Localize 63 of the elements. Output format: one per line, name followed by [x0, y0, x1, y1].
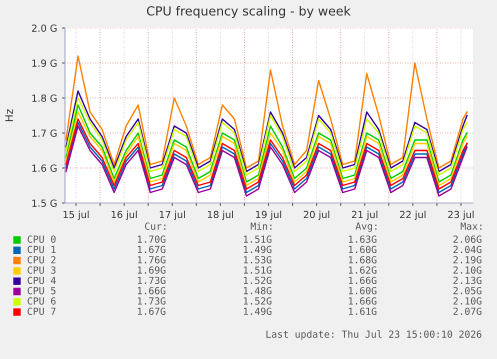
text: Min:: [250, 222, 272, 230]
x-tick-label: 17 jul: [160, 210, 185, 220]
text: 2.10G: [453, 297, 482, 305]
text: Avg:: [356, 222, 376, 232]
legend-label: CPU 3: [28, 266, 56, 274]
text: 2.06G: [453, 235, 482, 243]
text: 1.61G: [348, 308, 376, 315]
text: Max:: [460, 222, 482, 230]
text: 2.10G: [453, 266, 482, 274]
text: 1.66G: [348, 276, 376, 284]
text: 1.48G: [244, 286, 272, 294]
text: 1.60G: [348, 246, 376, 254]
text: 2.04G: [453, 246, 482, 254]
x-tick-label: 19 jul: [256, 210, 282, 220]
y-tick-label: 1.9 G: [32, 59, 57, 67]
x-tick-label: 16 jul: [112, 210, 137, 220]
legend-label: CPU 6: [28, 297, 56, 305]
text: 1.68G: [348, 256, 376, 264]
text: 1.73G: [138, 297, 166, 305]
text: 2.07G: [453, 308, 482, 315]
text: 1.70G: [138, 235, 166, 243]
y-tick-label: 1.8 G: [32, 94, 57, 102]
text: 2.05G: [453, 286, 482, 294]
x-tick-label: 22 jul: [400, 210, 426, 220]
legend-label: CPU 4: [28, 276, 56, 284]
text: Last update: Thu Jul 23 15:00:10 2026: [266, 330, 482, 340]
text: Cur:: [145, 222, 166, 230]
x-tick-label: 20 jul: [304, 210, 330, 220]
text: 1.51G: [244, 235, 272, 243]
y-axis-title: Hz: [5, 109, 13, 122]
x-tick-label: 21 jul: [352, 210, 378, 220]
text: 1.66G: [348, 297, 376, 305]
text: 1.69G: [138, 266, 166, 274]
text: 1.76G: [138, 256, 166, 264]
text: 1.51G: [244, 266, 272, 274]
x-tick-label: 15 jul: [64, 210, 89, 220]
x-tick-label: 18 jul: [208, 210, 233, 220]
text: 1.53G: [244, 256, 272, 264]
x-tick-label: 23 jul: [448, 210, 474, 220]
text: 1.67G: [138, 308, 166, 315]
text: 1.60G: [348, 286, 376, 294]
legend-label: CPU 5: [28, 286, 56, 294]
legend-label: CPU 0: [28, 235, 56, 243]
text: 2.13G: [453, 276, 482, 284]
text: 1.52G: [244, 297, 272, 305]
text: 1.63G: [348, 235, 376, 243]
text: 1.67G: [138, 246, 166, 254]
legend-label: CPU 2: [28, 256, 56, 264]
chart-title: CPU frequency scaling - by week: [146, 6, 351, 18]
text: 1.49G: [244, 308, 272, 315]
y-tick-label: 1.6 G: [32, 164, 57, 172]
text: 1.62G: [348, 266, 376, 274]
legend-label: CPU 1: [28, 246, 56, 254]
y-tick-label: 1.5 G: [32, 199, 57, 207]
text: 2.19G: [453, 256, 482, 264]
text: 1.52G: [244, 276, 272, 284]
line-series: [65, 55, 468, 169]
text: 1.49G: [244, 246, 272, 254]
text: 1.66G: [138, 286, 166, 294]
y-tick-label: 2.0 G: [32, 24, 57, 32]
text: 1.73G: [138, 276, 166, 284]
y-tick-label: 1.7 G: [32, 129, 57, 137]
legend-label: CPU 7: [28, 308, 56, 315]
